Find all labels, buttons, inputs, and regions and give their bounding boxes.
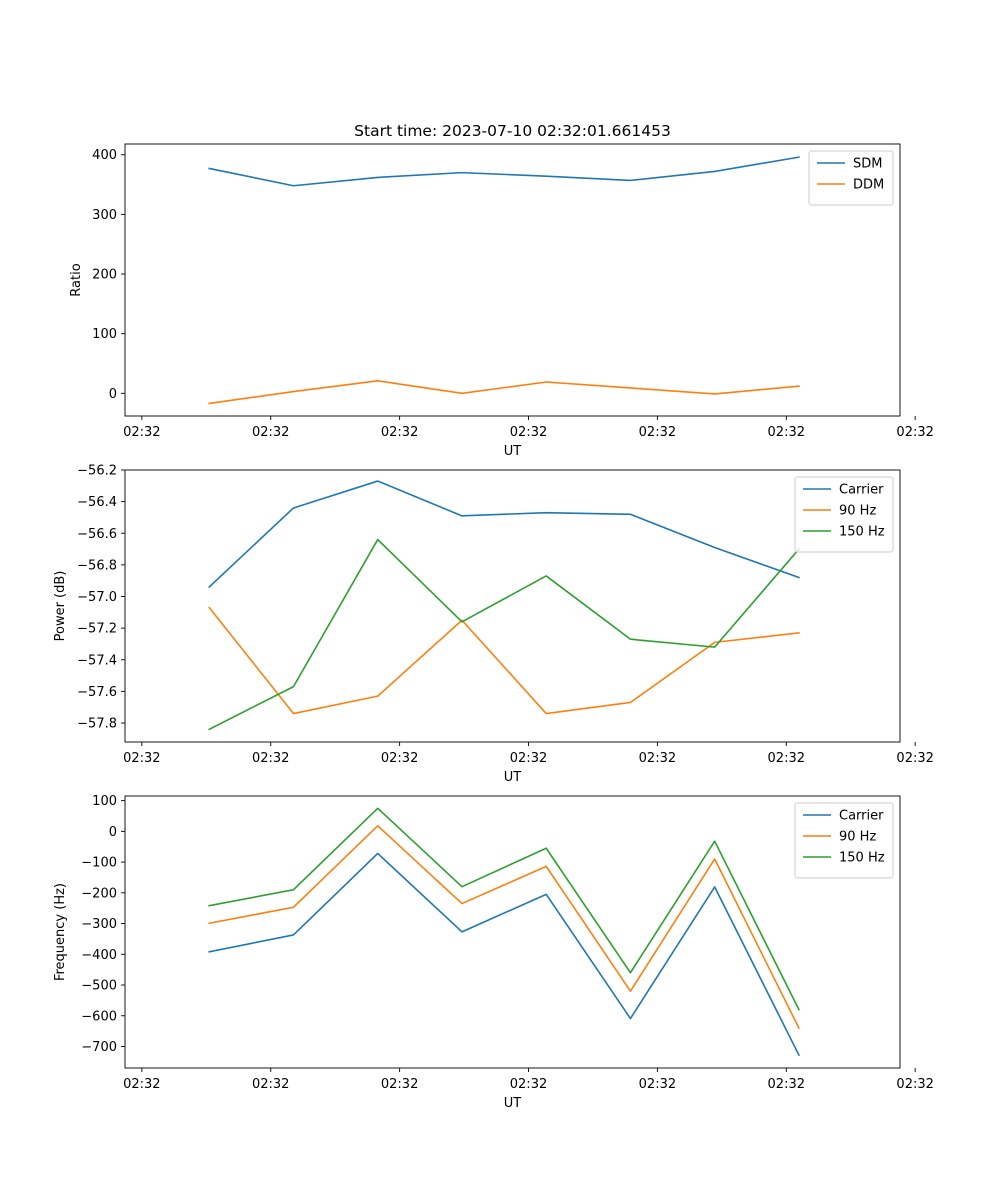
axes-frame xyxy=(124,795,901,1069)
x-tick-label: 02:32 xyxy=(896,425,933,440)
legend-label: DDM xyxy=(853,178,884,193)
y-tick-label: −56.2 xyxy=(77,464,117,479)
y-tick-label: 100 xyxy=(92,794,117,809)
y-tick-label: 0 xyxy=(109,825,117,840)
y-tick-label: −57.2 xyxy=(77,622,117,637)
x-tick-label: 02:32 xyxy=(639,1077,676,1092)
y-tick-label: −56.8 xyxy=(77,558,117,573)
x-tick-label: 02:32 xyxy=(252,1077,289,1092)
y-tick-label: −400 xyxy=(81,948,117,963)
legend: Carrier 90 Hz 150 Hz xyxy=(794,476,894,553)
x-tick-label: 02:32 xyxy=(123,425,160,440)
chart-title: Start time: 2023-07-10 02:32:01.661453 xyxy=(354,122,671,140)
subplot-2: 02:32 02:32 02:32 02:32 02:32 02:32 02:32 −56.2… xyxy=(53,464,934,786)
y-tick-label: 400 xyxy=(92,148,117,163)
y-tick-label: −100 xyxy=(81,856,117,871)
legend-box xyxy=(808,150,894,206)
legend-label: 90 Hz xyxy=(839,504,876,519)
x-tick-label: 02:32 xyxy=(381,425,418,440)
legend-label: Carrier xyxy=(839,483,884,498)
x-tick-label: 02:32 xyxy=(510,1077,547,1092)
x-tick-label: 02:32 xyxy=(510,751,547,766)
series-line-ddm xyxy=(208,380,800,405)
x-axis-label: UT xyxy=(504,770,522,785)
x-tick-label: 02:32 xyxy=(510,425,547,440)
x-tick-label: 02:32 xyxy=(768,1077,805,1092)
x-tick-label: 02:32 xyxy=(381,751,418,766)
x-tick-label: 02:32 xyxy=(768,425,805,440)
subplot-1: 02:32 02:32 02:32 02:32 02:32 02:32 02:32 0 100 2… xyxy=(69,143,934,459)
y-tick-label: −57.8 xyxy=(77,717,117,732)
series-line-150-hz xyxy=(208,538,801,731)
y-tick-label: −57.6 xyxy=(77,685,117,700)
y-tick-label: −57.4 xyxy=(77,653,117,668)
y-tick-label: −600 xyxy=(81,1009,117,1024)
series-line-carrier xyxy=(208,852,800,1057)
y-tick-label: 0 xyxy=(109,387,117,402)
x-tick-label: 02:32 xyxy=(123,1077,160,1092)
legend-label: 90 Hz xyxy=(839,830,876,845)
legend-label: 150 Hz xyxy=(839,525,885,540)
y-tick-label: −57.0 xyxy=(77,590,117,605)
axes-frame xyxy=(124,143,901,417)
legend: Carrier 90 Hz 150 Hz xyxy=(794,802,894,879)
y-tick-label: 200 xyxy=(92,268,117,283)
series-line-150-hz xyxy=(208,807,800,1011)
x-axis-label: UT xyxy=(504,1096,522,1111)
y-tick-label: −56.6 xyxy=(77,527,117,542)
axes-frame xyxy=(124,469,901,743)
x-tick-label: 02:32 xyxy=(123,751,160,766)
y-tick-label: 300 xyxy=(92,208,117,223)
x-tick-label: 02:32 xyxy=(252,425,289,440)
y-tick-label: −200 xyxy=(81,886,117,901)
legend: SDM DDM xyxy=(808,150,894,206)
y-tick-label: 100 xyxy=(92,327,117,342)
subplot-3: 02:32 02:32 02:32 02:32 02:32 02:32 02:32 100 0 −… xyxy=(53,794,934,1111)
series-line-90-hz xyxy=(208,825,800,1030)
x-tick-label: 02:32 xyxy=(639,751,676,766)
legend-box xyxy=(794,476,894,553)
y-tick-label: −700 xyxy=(81,1040,117,1055)
series-line-90-hz xyxy=(208,606,800,715)
legend-label: 150 Hz xyxy=(839,851,885,866)
x-tick-label: 02:32 xyxy=(381,1077,418,1092)
y-axis-label: Power (dB) xyxy=(53,571,68,642)
y-axis-label: Frequency (Hz) xyxy=(53,883,68,981)
series-line-carrier xyxy=(208,480,800,589)
x-tick-label: 02:32 xyxy=(768,751,805,766)
y-axis-label: Ratio xyxy=(69,263,84,296)
x-tick-label: 02:32 xyxy=(252,751,289,766)
y-tick-label: −500 xyxy=(81,979,117,994)
x-axis-label: UT xyxy=(504,444,522,459)
series-line-sdm xyxy=(208,156,800,187)
x-tick-label: 02:32 xyxy=(896,1077,933,1092)
legend-box xyxy=(794,802,894,879)
y-tick-label: −300 xyxy=(81,917,117,932)
legend-label: SDM xyxy=(853,157,882,172)
x-tick-label: 02:32 xyxy=(639,425,676,440)
y-tick-label: −56.4 xyxy=(77,495,117,510)
legend-label: Carrier xyxy=(839,809,884,824)
x-tick-label: 02:32 xyxy=(896,751,933,766)
